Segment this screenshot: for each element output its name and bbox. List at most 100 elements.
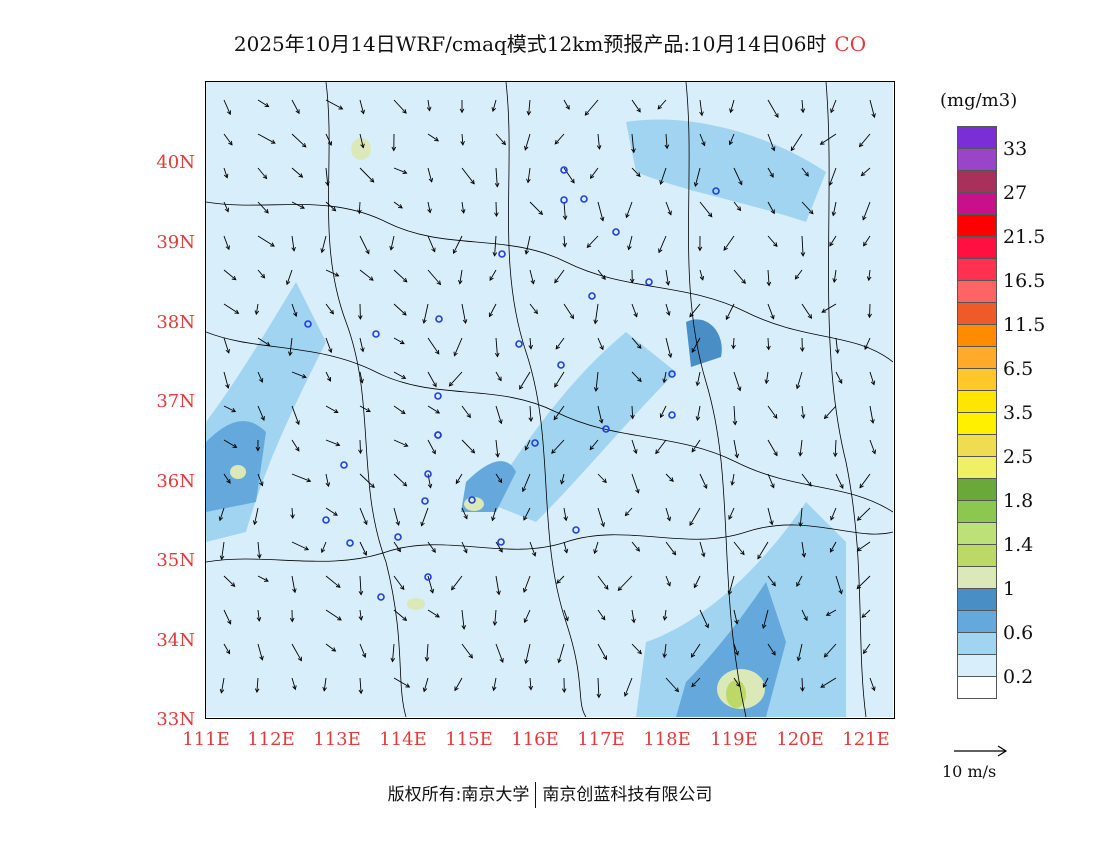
wind-arrow [291, 371, 307, 378]
wind-arrow [597, 337, 604, 350]
wind-arrow-head [861, 613, 867, 618]
wind-arrow [824, 643, 837, 658]
wind-arrow-head [306, 477, 312, 483]
wind-arrow-head [666, 581, 671, 587]
wind-arrow-head [637, 649, 642, 655]
wind-arrow [733, 541, 745, 555]
wind-arrow-head [498, 547, 503, 553]
wind-arrow-head [358, 590, 364, 596]
wind-arrow-head [396, 547, 401, 553]
wind-arrow-head [831, 211, 837, 217]
wind-arrow-head [586, 243, 592, 248]
wind-arrow [584, 99, 599, 116]
wind-arrow-head [599, 216, 605, 222]
colorbar-tick-label: 2.5 [1003, 446, 1034, 468]
copyright-footer: 版权所有:南京大学 南京创蓝科技有限公司 [0, 780, 1100, 808]
wind-arrow-head [636, 344, 642, 349]
wind-arrow-head [800, 687, 805, 692]
wind-arrow [427, 235, 436, 252]
wind-arrow [657, 99, 667, 110]
wind-arrow-head [629, 278, 635, 284]
wind-arrow [524, 609, 531, 623]
city-marker [322, 516, 330, 524]
wind-arrow [563, 303, 574, 319]
wind-arrow-head [498, 419, 503, 425]
colorbar-tick-label: 3.5 [1003, 402, 1034, 424]
wind-arrow-head [460, 209, 466, 214]
wind-arrow-head [494, 352, 500, 358]
wind-arrow [767, 439, 778, 456]
wind-arrow [554, 371, 565, 388]
wind-arrow-head [630, 414, 635, 420]
city-marker [434, 392, 442, 400]
wind-arrow [631, 473, 639, 494]
wind-arrow [459, 269, 463, 284]
wind-arrow-head [667, 210, 672, 216]
wind-arrow-head [738, 180, 743, 186]
wind-arrow-head [334, 272, 340, 277]
wind-arrow-head [329, 309, 334, 315]
wind-arrow [325, 643, 336, 652]
colorbar-swatch [957, 126, 997, 149]
wind-arrow-head [402, 481, 408, 487]
wind-arrow [801, 235, 804, 256]
wind-arrow-head [225, 348, 230, 354]
wind-arrow-head [287, 351, 293, 357]
wind-arrow-head [602, 478, 607, 484]
wind-arrow-head [331, 647, 337, 652]
wind-arrow-head [864, 345, 869, 350]
wind-arrow [631, 371, 642, 382]
wind-arrow-head [228, 140, 233, 146]
footer-right: 南京创蓝科技有限公司 [542, 785, 713, 805]
wind-arrow-head [491, 686, 497, 692]
wind-arrow-head [335, 583, 341, 588]
wind-arrow-head [363, 520, 368, 526]
wind-arrow [563, 235, 566, 247]
wind-arrow-head [285, 280, 291, 286]
city-marker [468, 496, 476, 504]
wind-arrow-head [829, 241, 834, 247]
wind-arrow-head [823, 414, 829, 420]
colorbar-swatch [957, 478, 997, 501]
wind-arrow [359, 269, 374, 281]
wind-arrow [665, 677, 679, 692]
wind-arrow [733, 201, 741, 211]
wind-arrow [223, 235, 230, 250]
wind-arrow [321, 541, 327, 553]
wind-arrow [427, 167, 433, 183]
wind-arrow-head [560, 479, 565, 485]
city-marker [515, 340, 523, 348]
colorbar-swatch [957, 280, 997, 303]
wind-arrow-head [764, 379, 770, 385]
wind-arrow-head [422, 319, 427, 324]
colorbar-swatch [957, 654, 997, 677]
wind-arrow [829, 235, 837, 247]
wind-arrow-head [631, 618, 636, 624]
wind-arrow-head [862, 215, 867, 221]
wind-arrow [529, 269, 534, 284]
wind-arrow-head [596, 145, 602, 150]
wind-arrow-head [524, 145, 529, 151]
wind-arrow [767, 575, 776, 586]
wind-arrow [223, 575, 236, 587]
wind-arrow [869, 677, 875, 691]
wind-arrow [257, 643, 263, 660]
wind-arrow [561, 473, 565, 484]
wind-arrow [555, 337, 565, 350]
wind-arrow [427, 609, 440, 618]
city-marker [572, 526, 580, 534]
wind-arrow-head [658, 248, 663, 254]
wind-arrow-head [325, 181, 330, 187]
wind-arrow-head [369, 177, 375, 183]
wind-arrow [223, 133, 233, 146]
wind-arrow [869, 99, 875, 118]
wind-arrow-head [729, 108, 734, 114]
wind-arrow [257, 133, 276, 144]
wind-arrow-head [766, 281, 772, 287]
wind-arrow-head [693, 583, 698, 589]
wind-arrow-head [728, 515, 733, 520]
wind-arrow [869, 439, 876, 454]
wind-arrow-head [265, 341, 271, 347]
wind-arrow [359, 575, 362, 595]
wind-arrow [257, 337, 270, 346]
